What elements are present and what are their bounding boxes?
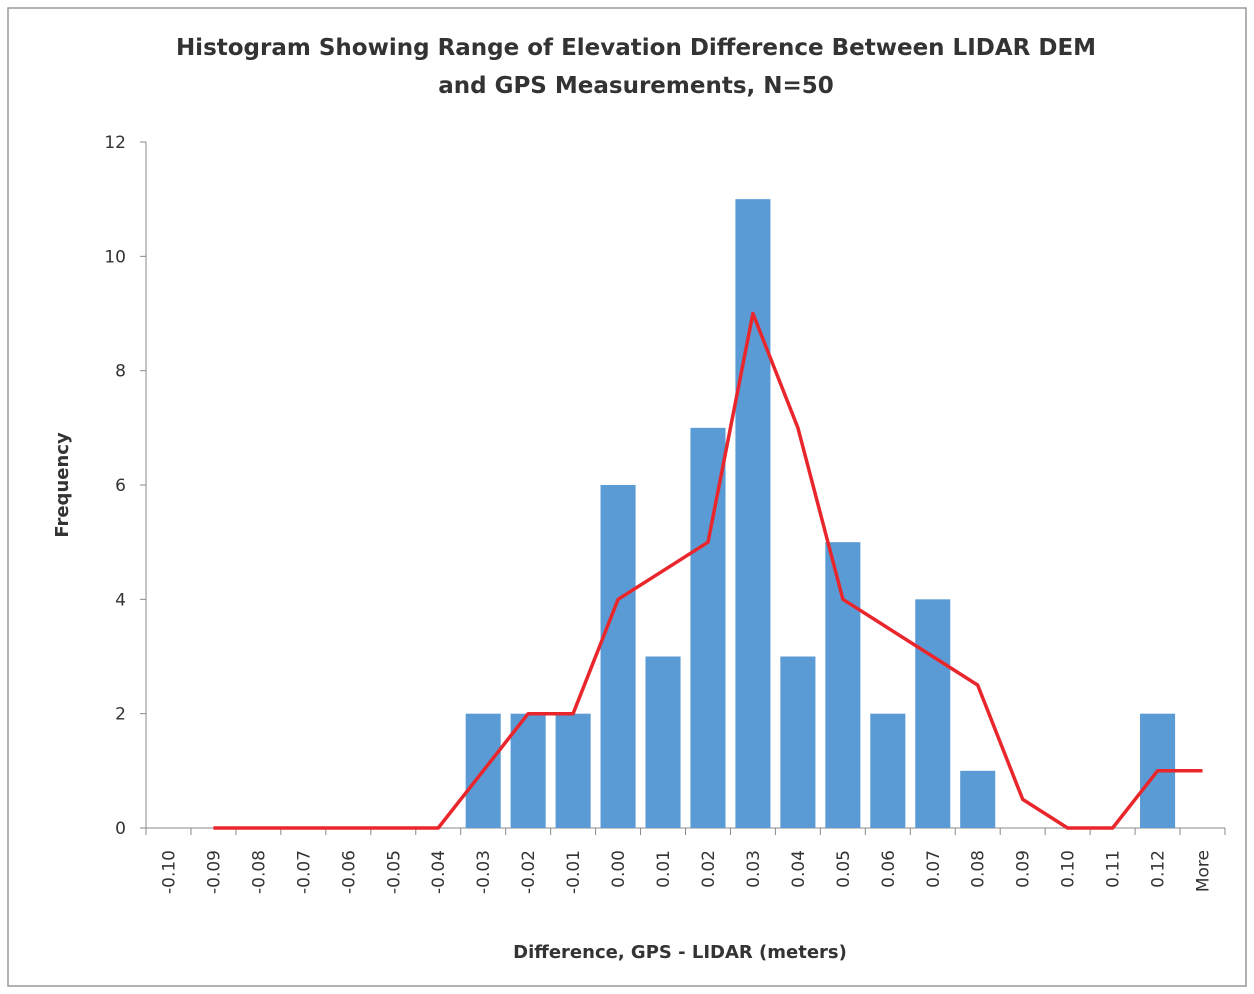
chart-title: Histogram Showing Range of Elevation Dif…	[176, 35, 1096, 61]
y-tick-label: 6	[115, 476, 126, 496]
x-tick-label: 0.10	[1059, 850, 1079, 888]
y-axis-label: Frequency	[52, 432, 73, 538]
x-tick-label: -0.03	[474, 850, 494, 894]
x-tick-label: -0.09	[204, 850, 224, 894]
x-tick-label: 0.02	[699, 850, 719, 888]
x-tick-label: -0.06	[339, 850, 359, 894]
x-tick-label: -0.10	[159, 850, 179, 894]
x-tick-label: -0.08	[249, 850, 269, 894]
chart-title: and GPS Measurements, N=50	[438, 73, 834, 99]
line	[213, 311, 1203, 830]
y-tick-label: 8	[115, 362, 126, 382]
x-tick-label: 0.12	[1149, 850, 1169, 888]
bar	[780, 656, 816, 828]
x-tick-label: -0.05	[384, 850, 404, 894]
x-tick-label: 0.05	[834, 850, 854, 888]
x-tick-label: 0.09	[1014, 850, 1034, 888]
x-tick-label: 0.08	[969, 850, 989, 888]
bar	[825, 542, 861, 828]
bar	[690, 427, 726, 828]
x-axis-label: Difference, GPS - LIDAR (meters)	[513, 942, 847, 963]
bar	[960, 770, 996, 828]
y-tick-label: 10	[104, 247, 126, 267]
bar	[645, 656, 681, 828]
x-tick-label: 0.07	[924, 850, 944, 888]
x-tick-label: More	[1194, 850, 1214, 892]
bar	[735, 199, 771, 828]
x-tick-label: 0.01	[654, 850, 674, 888]
x-tick-label: 0.06	[879, 850, 899, 888]
bar	[555, 713, 591, 828]
x-tick-label: 0.11	[1104, 850, 1124, 888]
y-tick-label: 2	[115, 705, 126, 725]
bar	[600, 485, 636, 828]
y-tick-label: 12	[104, 133, 126, 153]
bar	[915, 599, 951, 828]
x-tick-label: -0.07	[294, 850, 314, 894]
y-tick-label: 0	[115, 819, 126, 839]
bar	[510, 713, 546, 828]
x-tick-label: -0.02	[519, 850, 539, 894]
x-tick-label: 0.03	[744, 850, 764, 888]
x-tick-label: 0.00	[609, 850, 629, 888]
x-tick-label: -0.01	[564, 850, 584, 894]
bar	[870, 713, 906, 828]
x-tick-label: -0.04	[429, 850, 449, 894]
x-tick-label: 0.04	[789, 850, 809, 888]
y-tick-label: 4	[115, 590, 126, 610]
